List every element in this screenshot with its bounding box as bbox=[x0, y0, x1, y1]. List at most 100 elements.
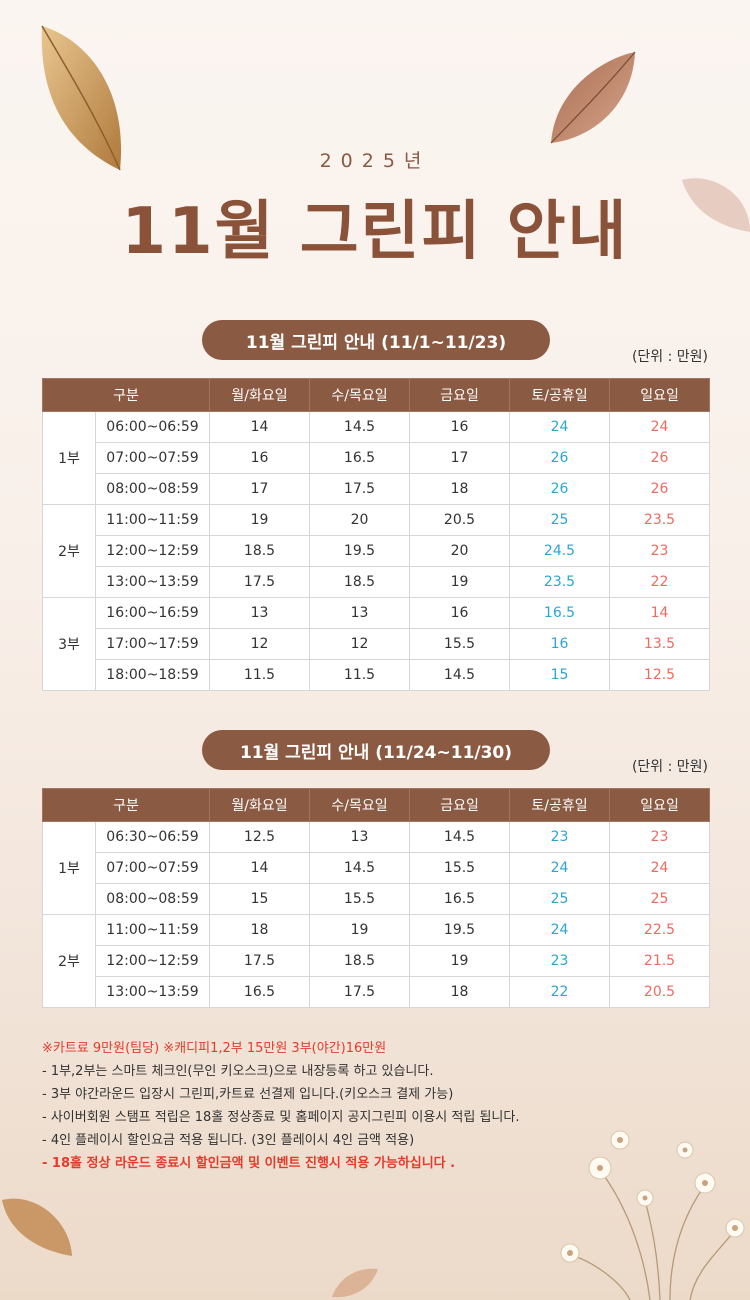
time-cell: 06:30~06:59 bbox=[94, 821, 211, 853]
time-cell: 13:00~13:59 bbox=[94, 976, 211, 1008]
time-cell: 16:00~16:59 bbox=[94, 597, 211, 629]
price-cell-sunday: 12.5 bbox=[609, 659, 711, 691]
price-cell: 15.5 bbox=[409, 628, 511, 660]
price-cell: 18 bbox=[409, 473, 511, 505]
table-row: 3부 16:00~16:59 13 13 16 16.5 14 bbox=[42, 597, 711, 691]
column-header: 수/목요일 bbox=[309, 378, 411, 412]
price-cell: 14.5 bbox=[409, 821, 511, 853]
table-row: 12:00~12:59 18.5 19.5 20 24.5 23 bbox=[43, 535, 711, 567]
green-fee-table-2: 구분 월/화요일 수/목요일 금요일 토/공휴일 일요일 1부 06:30~06… bbox=[41, 788, 711, 1008]
price-cell: 13 bbox=[309, 597, 411, 629]
price-cell-sunday: 23.5 bbox=[609, 504, 711, 536]
table-row: 17:00~17:59 12 12 15.5 16 13.5 bbox=[43, 628, 711, 660]
notice-highlight: - 18홀 정상 라운드 종료시 할인금액 및 이벤트 진행시 적용 가능하십니… bbox=[42, 1156, 456, 1171]
price-cell: 11.5 bbox=[309, 659, 411, 691]
price-cell: 18 bbox=[409, 976, 511, 1008]
table-row: 1부 06:00~06:59 14 14.5 16 24 24 bbox=[42, 411, 711, 505]
price-cell: 16.5 bbox=[409, 883, 511, 915]
section2-title-pill: 11월 그린피 안내 (11/24~11/30) bbox=[202, 730, 550, 770]
price-cell: 13 bbox=[309, 821, 411, 853]
price-cell: 14.5 bbox=[309, 411, 411, 443]
price-cell-sunday: 24 bbox=[609, 411, 711, 443]
price-cell: 19.5 bbox=[409, 914, 511, 946]
price-cell-saturday: 24 bbox=[509, 914, 611, 946]
part-label: 2부 bbox=[42, 504, 96, 598]
price-cell: 17.5 bbox=[309, 473, 411, 505]
price-cell: 12 bbox=[309, 628, 411, 660]
column-header: 수/목요일 bbox=[309, 788, 411, 822]
autumn-leaf-icon bbox=[682, 178, 750, 232]
price-cell-saturday: 23 bbox=[509, 821, 611, 853]
table-row: 18:00~18:59 11.5 11.5 14.5 15 12.5 bbox=[43, 659, 711, 691]
autumn-leaf-icon bbox=[550, 51, 636, 144]
table-row: 08:00~08:59 15 15.5 16.5 25 25 bbox=[43, 883, 711, 915]
autumn-leaf-icon bbox=[41, 25, 122, 171]
time-cell: 18:00~18:59 bbox=[94, 659, 211, 691]
price-cell-sunday: 26 bbox=[609, 473, 711, 505]
price-cell: 19.5 bbox=[309, 535, 411, 567]
page-title: 11월 그린피 안내 bbox=[121, 195, 629, 269]
table-row: 07:00~07:59 16 16.5 17 26 26 bbox=[43, 442, 711, 474]
price-cell: 17 bbox=[209, 473, 311, 505]
price-cell-saturday: 22 bbox=[509, 976, 611, 1008]
price-cell: 17 bbox=[409, 442, 511, 474]
dried-flowers-illustration bbox=[560, 1130, 745, 1300]
price-cell: 13 bbox=[209, 597, 311, 629]
price-cell: 20 bbox=[309, 504, 411, 536]
price-cell-saturday: 24 bbox=[509, 852, 611, 884]
price-cell-saturday: 23 bbox=[509, 945, 611, 977]
time-cell: 13:00~13:59 bbox=[94, 566, 211, 598]
time-cell: 11:00~11:59 bbox=[94, 504, 211, 536]
time-cell: 07:00~07:59 bbox=[94, 442, 211, 474]
price-cell: 20.5 bbox=[409, 504, 511, 536]
price-cell: 14.5 bbox=[409, 659, 511, 691]
autumn-leaf-icon bbox=[2, 1198, 72, 1256]
price-cell-sunday: 20.5 bbox=[609, 976, 711, 1008]
price-cell: 17.5 bbox=[209, 945, 311, 977]
table-row: 1부 06:30~06:59 12.5 13 14.5 23 23 bbox=[42, 821, 711, 915]
year-label: 2025년 bbox=[319, 150, 431, 172]
table-row: 13:00~13:59 17.5 18.5 19 23.5 22 bbox=[43, 566, 711, 598]
price-cell: 18.5 bbox=[209, 535, 311, 567]
time-cell: 11:00~11:59 bbox=[94, 914, 211, 946]
price-cell: 18.5 bbox=[309, 566, 411, 598]
notice-fees: ※카트료 9만원(팀당) ※캐디피1,2부 15만원 3부(야간)16만원 bbox=[42, 1041, 387, 1056]
column-header: 구분 bbox=[41, 378, 211, 412]
price-cell-saturday: 24 bbox=[509, 411, 611, 443]
table-row: 2부 11:00~11:59 19 20 20.5 25 23.5 bbox=[42, 504, 711, 598]
price-cell-saturday: 16 bbox=[509, 628, 611, 660]
price-cell: 19 bbox=[409, 566, 511, 598]
table-row: 2부 11:00~11:59 18 19 19.5 24 22.5 bbox=[42, 914, 711, 1008]
price-cell-sunday: 25 bbox=[609, 883, 711, 915]
price-cell: 12 bbox=[209, 628, 311, 660]
price-cell-saturday: 26 bbox=[509, 473, 611, 505]
price-cell-sunday: 14 bbox=[609, 597, 711, 629]
price-cell-sunday: 26 bbox=[609, 442, 711, 474]
price-cell: 15.5 bbox=[309, 883, 411, 915]
section1-title-pill: 11월 그린피 안내 (11/1~11/23) bbox=[202, 320, 550, 360]
price-cell: 16.5 bbox=[209, 976, 311, 1008]
time-cell: 08:00~08:59 bbox=[94, 883, 211, 915]
price-cell: 16 bbox=[409, 597, 511, 629]
price-cell-saturday: 24.5 bbox=[509, 535, 611, 567]
price-cell: 12.5 bbox=[209, 821, 311, 853]
price-cell-saturday: 25 bbox=[509, 504, 611, 536]
column-header: 토/공휴일 bbox=[509, 378, 611, 412]
price-cell-sunday: 21.5 bbox=[609, 945, 711, 977]
notice-item: - 4인 플레이시 할인요금 적용 됩니다. (3인 플레이시 4인 금액 적용… bbox=[42, 1133, 415, 1148]
price-cell: 18 bbox=[209, 914, 311, 946]
part-label: 1부 bbox=[42, 821, 96, 915]
price-cell: 14.5 bbox=[309, 852, 411, 884]
price-cell-sunday: 22.5 bbox=[609, 914, 711, 946]
time-cell: 08:00~08:59 bbox=[94, 473, 211, 505]
column-header: 월/화요일 bbox=[209, 788, 311, 822]
green-fee-table-1: 구분 월/화요일 수/목요일 금요일 토/공휴일 일요일 1부 06:00~06… bbox=[41, 378, 711, 691]
price-cell: 18.5 bbox=[309, 945, 411, 977]
price-cell-saturday: 25 bbox=[509, 883, 611, 915]
price-cell-saturday: 23.5 bbox=[509, 566, 611, 598]
price-cell: 15 bbox=[209, 883, 311, 915]
price-cell: 16 bbox=[209, 442, 311, 474]
column-header: 일요일 bbox=[609, 378, 711, 412]
price-cell: 14 bbox=[209, 411, 311, 443]
notice-item: - 사이버회원 스탬프 적립은 18홀 정상종료 및 홈페이지 공지그린피 이용… bbox=[42, 1110, 520, 1125]
